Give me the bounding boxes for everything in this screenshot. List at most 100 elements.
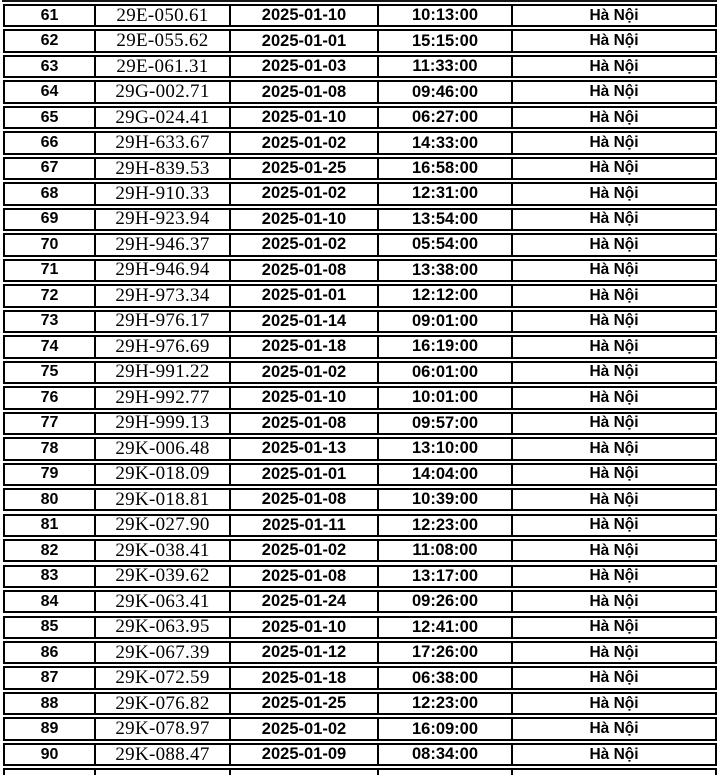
cell-license-plate: 29G-024.41 [94,107,229,128]
cell-violation-date: 2025-01-25 [229,693,377,714]
table-row: 71 29H-946.94 2025-01-08 13:38:00 Hà Nội [3,258,717,283]
cell-row-number: 74 [40,337,59,355]
cell-location: Hà Nội [511,260,715,281]
cell-license-plate: 29H-946.37 [94,235,229,255]
table-row: 77 29H-999.13 2025-01-08 09:57:00 Hà Nội [3,411,717,436]
table-row: 87 29K-072.59 2025-01-18 06:38:00 Hà Nội [3,666,717,690]
cell-location: Hà Nội [511,209,715,230]
cell-violation-date: 2025-01-02 [229,184,377,204]
cell-license-plate [94,770,229,775]
cell-violation-time: 06:01:00 [377,362,511,383]
cell-license-plate: 29E-055.62 [94,31,229,51]
cell-violation-date: 2025-01-08 [229,566,377,586]
cell-license-plate: 29K-078.97 [94,719,229,739]
cell-location: Hà Nội [511,464,715,484]
table-row: 68 29H-910.33 2025-01-02 12:31:00 Hà Nội [3,182,717,206]
cell-violation-date: 2025-01-24 [229,592,377,612]
cell-location: Hà Nội [511,5,715,26]
cell-location: Hà Nội [511,592,715,612]
cell-license-plate: 29H-999.13 [94,413,229,434]
cell-location: Hà Nội [511,643,715,663]
cell-row-number: 84 [40,592,59,610]
cell-violation-time: 12:41:00 [377,617,511,637]
cell-row-number: 69 [40,210,59,228]
cell-license-plate: 29H-976.69 [94,337,229,357]
table-row: 70 29H-946.37 2025-01-02 05:54:00 Hà Nội [3,233,717,257]
cell-license-plate: 29H-910.33 [94,184,229,204]
cell-location: Hà Nội [511,184,715,204]
cell-violation-time: 13:38:00 [377,260,511,281]
cell-violation-time: 12:12:00 [377,286,511,306]
table-row: 81 29K-027.90 2025-01-11 12:23:00 Hà Nội [3,513,717,537]
cell-violation-time: 09:46:00 [377,82,511,102]
cell-row-number: 87 [40,669,59,687]
cell-row-number: 82 [40,541,59,559]
cell-row-number: 75 [40,363,59,381]
cell-violation-time: 15:15:00 [377,31,511,51]
table-row: 63 29E-061.31 2025-01-03 11:33:00 Hà Nội [3,54,717,79]
cell-violation-time: 17:26:00 [377,643,511,663]
cell-row-number: 80 [40,490,59,508]
cell-violation-date: 2025-01-25 [229,158,377,179]
cell-row-number: 85 [40,618,59,636]
cell-location: Hà Nội [511,541,715,561]
cell-violation-time: 09:26:00 [377,592,511,612]
cell-violation-date: 2025-01-18 [229,668,377,688]
cell-location: Hà Nội [511,668,715,688]
cell-violation-time: 10:01:00 [377,388,511,408]
cell-row-number: 66 [40,134,59,151]
table-row: 75 29H-991.22 2025-01-02 06:01:00 Hà Nội [3,360,717,385]
cell-violation-date [229,770,377,775]
cell-license-plate: 29K-063.95 [94,617,229,637]
cell-row-number: 77 [40,414,59,432]
cell-location: Hà Nội [511,719,715,739]
cell-location [511,770,715,775]
cell-violation-time: 09:57:00 [377,413,511,434]
cell-violation-time: 13:54:00 [377,209,511,230]
vehicle-table: 61 29E-050.61 2025-01-10 10:13:00 Hà Nội… [3,3,717,775]
cell-row-number: 62 [40,32,59,50]
table-row: 80 29K-018.81 2025-01-08 10:39:00 Hà Nội [3,488,717,512]
cell-location: Hà Nội [511,515,715,535]
cell-location: Hà Nội [511,235,715,255]
cell-violation-date: 2025-01-08 [229,82,377,102]
cell-location: Hà Nội [511,56,715,77]
cell-violation-time: 12:23:00 [377,693,511,714]
cell-violation-date: 2025-01-01 [229,31,377,51]
cell-row-number: 73 [40,312,59,330]
cell-violation-time: 06:38:00 [377,668,511,688]
table-row: 66 29H-633.67 2025-01-02 14:33:00 Hà Nội [3,131,717,155]
cell-violation-date: 2025-01-08 [229,260,377,281]
cell-row-number: 89 [40,720,59,738]
cell-violation-time: 06:27:00 [377,107,511,128]
cell-license-plate: 29K-063.41 [94,592,229,612]
cell-license-plate: 29K-018.81 [94,490,229,510]
cell-license-plate: 29H-991.22 [94,362,229,383]
cell-violation-time: 14:04:00 [377,464,511,484]
table-row: 72 29H-973.34 2025-01-01 12:12:00 Hà Nội [3,284,717,308]
cell-location: Hà Nội [511,311,715,332]
table-row: 82 29K-038.41 2025-01-02 11:08:00 Hà Nội [3,539,717,563]
cell-violation-date: 2025-01-10 [229,209,377,230]
cell-violation-date: 2025-01-02 [229,235,377,255]
cell-row-number: 81 [40,516,59,534]
cell-location: Hà Nội [511,490,715,510]
cell-license-plate: 29H-923.94 [94,209,229,230]
cell-license-plate: 29K-072.59 [94,668,229,688]
table-row: 61 29E-050.61 2025-01-10 10:13:00 Hà Nội [3,3,717,28]
cell-violation-time: 14:33:00 [377,133,511,153]
cell-violation-date: 2025-01-02 [229,541,377,561]
cell-violation-date: 2025-01-13 [229,439,377,459]
table-row: 74 29H-976.69 2025-01-18 16:19:00 Hà Nội [3,335,717,359]
table-row: 79 29K-018.09 2025-01-01 14:04:00 Hà Nội [3,462,717,486]
cell-license-plate: 29K-039.62 [94,566,229,586]
cell-violation-date: 2025-01-18 [229,337,377,357]
cell-license-plate: 29K-027.90 [94,515,229,535]
table-row: 67 29H-839.53 2025-01-25 16:58:00 Hà Nội [3,156,717,181]
cell-violation-time: 16:09:00 [377,719,511,739]
cell-violation-time: 16:58:00 [377,158,511,179]
table-row: 88 29K-076.82 2025-01-25 12:23:00 Hà Nội [3,691,717,716]
cell-license-plate: 29E-061.31 [94,56,229,77]
cell-license-plate: 29G-002.71 [94,82,229,102]
cell-violation-date: 2025-01-10 [229,5,377,26]
